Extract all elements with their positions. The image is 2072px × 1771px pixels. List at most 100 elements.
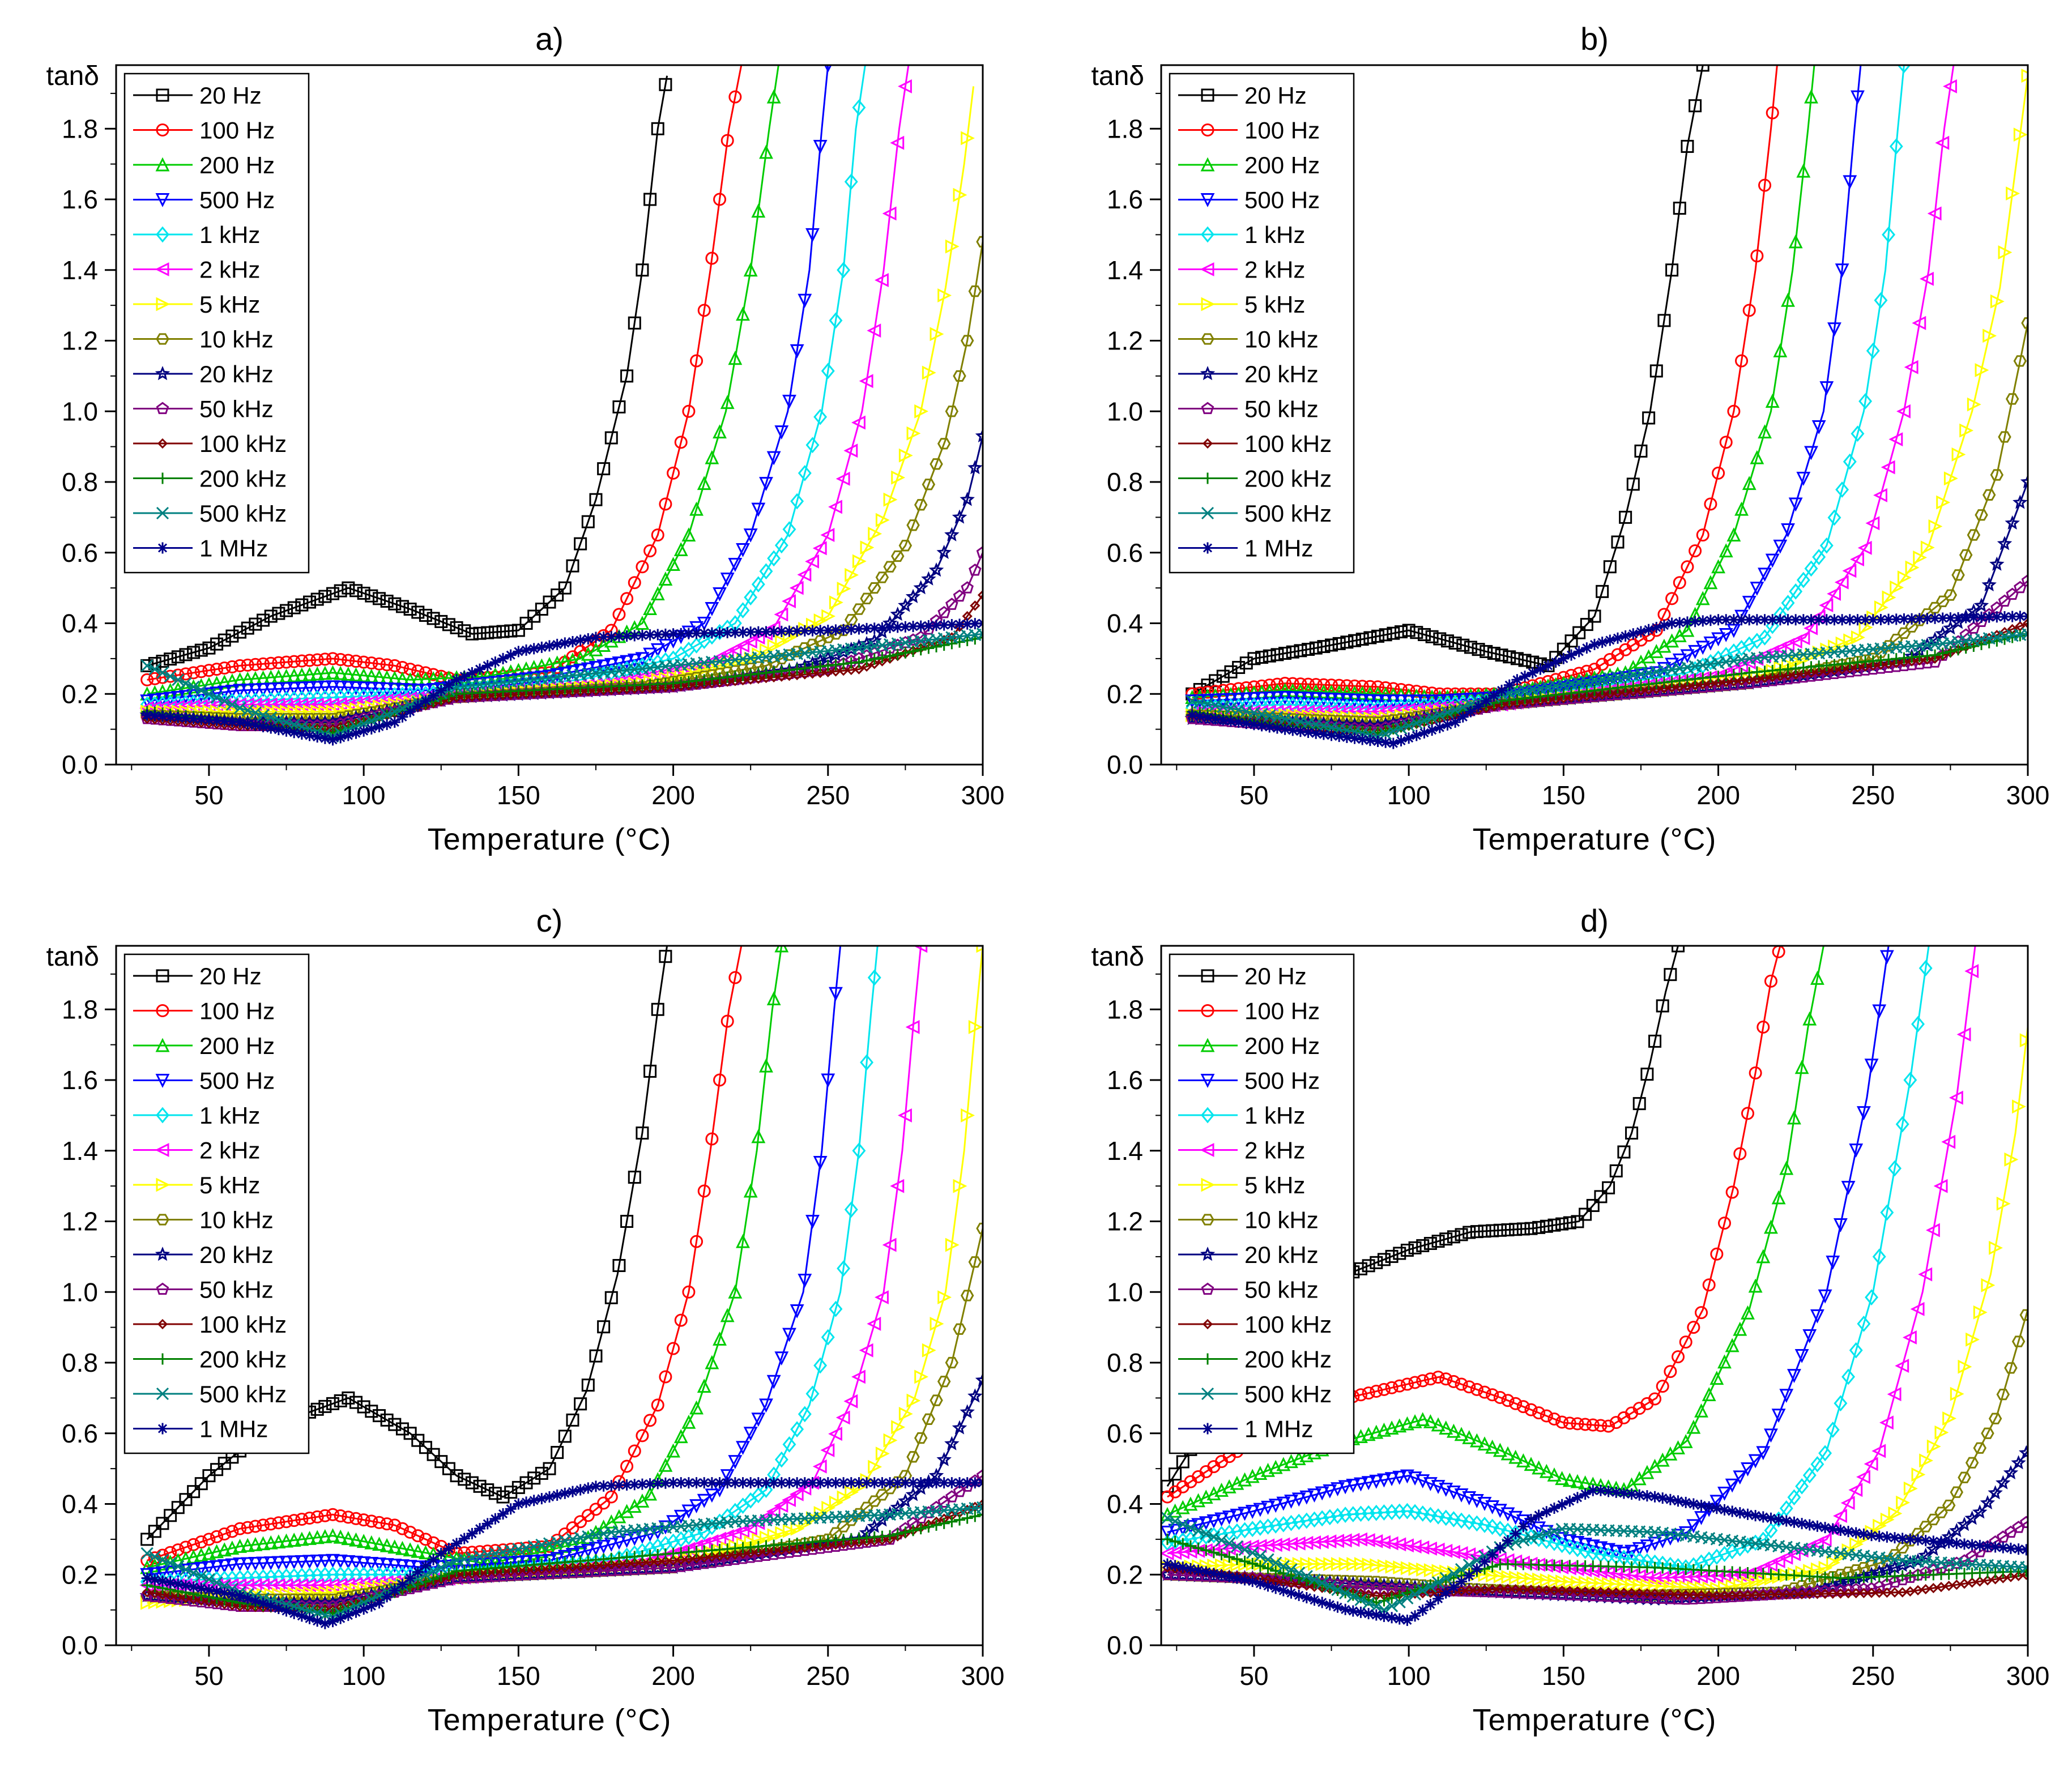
data-point	[915, 1523, 927, 1535]
data-point	[528, 1495, 540, 1507]
data-point	[141, 1572, 153, 1584]
data-point	[1285, 691, 1300, 706]
legend-label: 1 kHz	[199, 1102, 260, 1129]
data-point	[697, 476, 711, 490]
data-point	[295, 667, 309, 682]
x-tick-label: 250	[1851, 780, 1895, 810]
data-point	[1596, 584, 1609, 598]
data-point	[248, 1578, 262, 1593]
data-point	[868, 1460, 882, 1474]
data-point	[690, 1235, 704, 1248]
data-point	[728, 351, 743, 365]
data-point	[820, 528, 835, 542]
data-point	[543, 1537, 556, 1550]
data-point	[1736, 614, 1747, 626]
data-point	[1758, 424, 1772, 439]
data-point	[148, 663, 161, 676]
data-point	[534, 671, 549, 685]
data-point	[302, 697, 317, 712]
data-point	[566, 1565, 579, 1578]
data-point	[1658, 676, 1670, 688]
data-point	[1299, 1535, 1314, 1550]
data-point	[1635, 626, 1647, 638]
data-point	[1325, 678, 1338, 692]
data-point	[575, 686, 586, 697]
data-point	[635, 616, 650, 630]
data-point	[1369, 1424, 1384, 1439]
data-point	[1960, 612, 1972, 624]
data-point	[1542, 690, 1554, 702]
data-point	[914, 1432, 928, 1444]
data-point	[218, 1527, 231, 1541]
data-point	[782, 521, 796, 537]
data-point	[566, 1413, 579, 1427]
data-point	[164, 711, 176, 723]
data-point	[264, 1517, 278, 1531]
data-point	[1519, 693, 1531, 705]
data-point	[1867, 614, 1879, 626]
data-point	[1852, 662, 1863, 673]
data-point	[1766, 106, 1779, 120]
data-point	[830, 1477, 842, 1489]
x-tick-label: 250	[806, 780, 850, 810]
data-point	[349, 584, 363, 598]
data-point	[1904, 360, 1918, 374]
data-point	[388, 597, 402, 611]
data-point	[1309, 678, 1323, 692]
data-point	[1310, 727, 1322, 739]
data-point	[489, 1547, 502, 1560]
legend-marker	[155, 366, 170, 381]
data-point	[1819, 598, 1834, 613]
data-point	[821, 362, 835, 379]
data-point	[830, 666, 841, 677]
legend-label: 20 kHz	[199, 361, 274, 387]
data-point	[1834, 575, 1849, 590]
data-point	[325, 1578, 339, 1593]
data-point	[1532, 1406, 1546, 1420]
data-point	[952, 509, 967, 524]
data-point	[349, 655, 363, 668]
data-point	[1245, 1505, 1260, 1520]
data-point	[1370, 705, 1384, 719]
data-point	[326, 1508, 339, 1521]
series-1-mhz	[141, 617, 983, 746]
data-point	[1990, 294, 2005, 309]
data-point	[528, 643, 540, 655]
data-point	[645, 682, 655, 693]
legend-label: 500 Hz	[199, 1068, 275, 1094]
data-point	[309, 697, 324, 712]
data-point	[1240, 718, 1252, 729]
data-point	[798, 1273, 812, 1288]
data-point	[1589, 685, 1600, 697]
data-point	[279, 682, 293, 697]
data-point	[1500, 1446, 1515, 1461]
y-tick-label: 0.2	[1107, 679, 1143, 709]
data-point	[1856, 1106, 1871, 1120]
data-point	[1209, 685, 1222, 698]
data-point	[1735, 354, 1749, 368]
data-point	[1216, 669, 1230, 683]
data-point	[905, 1020, 920, 1034]
data-point	[419, 1533, 432, 1546]
data-point	[1781, 292, 1795, 307]
data-point	[443, 1568, 455, 1580]
data-point	[791, 663, 803, 675]
data-point	[1756, 1020, 1770, 1034]
data-point	[325, 697, 339, 712]
data-point	[792, 669, 803, 681]
data-point	[1764, 1428, 1778, 1443]
data-point	[1601, 1543, 1616, 1557]
data-point	[155, 1556, 170, 1571]
data-point	[891, 470, 906, 485]
data-point	[1804, 89, 1818, 104]
x-tick-label: 150	[497, 1661, 540, 1691]
data-point	[1302, 716, 1315, 729]
data-point	[474, 691, 485, 702]
data-point	[727, 642, 742, 657]
data-point	[1233, 716, 1244, 728]
data-point	[1223, 693, 1238, 707]
data-point	[1380, 736, 1392, 748]
data-point	[294, 697, 309, 712]
legend-marker	[157, 1353, 168, 1365]
data-point	[659, 497, 672, 511]
